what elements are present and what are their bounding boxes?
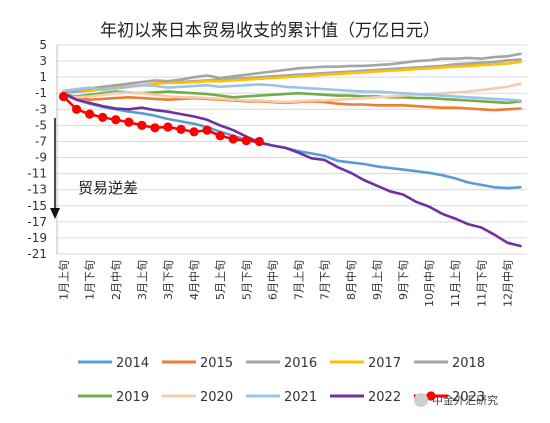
trade-deficit-annotation: 贸易逆差: [78, 179, 138, 197]
y-tick-label: -7: [35, 134, 47, 148]
series-line-2018: [62, 52, 522, 94]
x-tick-label: 4月中旬: [188, 260, 201, 300]
y-tick-label: 3: [39, 54, 47, 68]
annotation-group: 贸易逆差: [50, 118, 138, 219]
x-tick-label: 9月下旬: [397, 260, 410, 300]
y-tick-label: 1: [39, 70, 47, 84]
y-tick-label: 5: [39, 38, 47, 52]
x-tick-label: 9月上旬: [371, 260, 384, 300]
x-tick-label: 11月下旬: [475, 260, 488, 307]
series-line-2021: [62, 83, 522, 102]
y-tick-label: -1: [35, 86, 47, 100]
y-tick-label: -5: [35, 118, 47, 132]
legend-marker-2023: [426, 391, 436, 401]
x-tick-label: 11月上旬: [449, 260, 462, 307]
data-point-2023: [228, 134, 238, 144]
chart-title: 年初以来日本贸易收支的累计值（万亿日元）: [100, 21, 440, 41]
x-tick-label: 5月下旬: [240, 260, 253, 300]
x-tick-label: 2月中旬: [110, 260, 123, 300]
data-point-2023: [241, 136, 251, 146]
legend-label-2017: 2017: [368, 356, 401, 371]
x-tick-label: 12月中旬: [501, 260, 514, 307]
x-tick-label: 7月下旬: [319, 260, 332, 300]
annotation-arrow-head: [50, 208, 60, 219]
data-point-2023: [58, 91, 69, 102]
legend-label-2023: 2023: [452, 390, 485, 405]
legend-label-2014: 2014: [116, 356, 149, 371]
series-group: [58, 52, 522, 248]
data-point-2023: [254, 136, 264, 147]
data-point-2023: [137, 120, 147, 130]
data-point-2023: [111, 115, 121, 125]
legend: 2014 2015 2016 2017 2018 2019 2020 2021 2022 2023: [78, 356, 485, 405]
data-point-2023: [176, 124, 186, 135]
watermark-text: 中金外汇研究: [432, 393, 498, 407]
x-tick-label: 3月上旬: [136, 260, 149, 300]
wechat-icon: [414, 393, 428, 407]
x-axis: 1月上旬 1月下旬 2月中旬 3月上旬 3月下旬 4月中旬 5月上旬 5月下旬 6月中旬 7月上旬…: [58, 260, 515, 307]
x-tick-label: 3月下旬: [162, 260, 175, 300]
y-tick-label: -9: [35, 151, 47, 165]
data-point-2023: [202, 125, 212, 135]
x-tick-label: 1月下旬: [84, 260, 97, 300]
x-tick-label: 10月中旬: [423, 260, 436, 307]
y-tick-label: -19: [27, 231, 47, 245]
watermark: 中金外汇研究: [414, 393, 498, 407]
legend-label-2015: 2015: [200, 356, 233, 371]
x-tick-label: 1月上旬: [58, 260, 71, 300]
series-line-2022: [62, 91, 522, 248]
legend-label-2016: 2016: [284, 356, 317, 371]
y-tick-label: -11: [27, 167, 47, 181]
series-line-2020: [62, 82, 522, 104]
data-point-2023: [215, 131, 225, 141]
legend-label-2019: 2019: [116, 390, 149, 405]
y-tick-label: -21: [27, 247, 47, 261]
series-line-2023: [62, 95, 261, 143]
data-point-2023: [189, 127, 199, 137]
data-point-2023: [150, 123, 160, 133]
legend-label-2018: 2018: [452, 356, 485, 371]
data-point-2023: [71, 104, 82, 114]
legend-label-2021: 2021: [284, 390, 317, 405]
y-tick-label: -15: [27, 199, 47, 213]
data-point-2023: [124, 117, 134, 127]
y-tick-label: -3: [35, 102, 47, 116]
grid: [56, 44, 527, 255]
data-point-2023: [98, 112, 108, 122]
x-tick-label: 5月上旬: [214, 260, 227, 300]
legend-label-2022: 2022: [368, 390, 401, 405]
x-tick-label: 8月中旬: [345, 260, 358, 300]
data-point-2023: [85, 109, 95, 119]
legend-label-2020: 2020: [200, 390, 233, 405]
x-tick-label: 6月中旬: [266, 260, 279, 300]
x-tick-label: 7月上旬: [293, 260, 306, 300]
y-tick-label: -13: [27, 183, 47, 197]
y-tick-label: -17: [27, 215, 47, 229]
data-point-2023: [163, 122, 173, 132]
y-axis: 5 3 1 -1 -3 -5 -7 -9 -11 -13 -15 -17 -19 -21: [27, 38, 47, 261]
